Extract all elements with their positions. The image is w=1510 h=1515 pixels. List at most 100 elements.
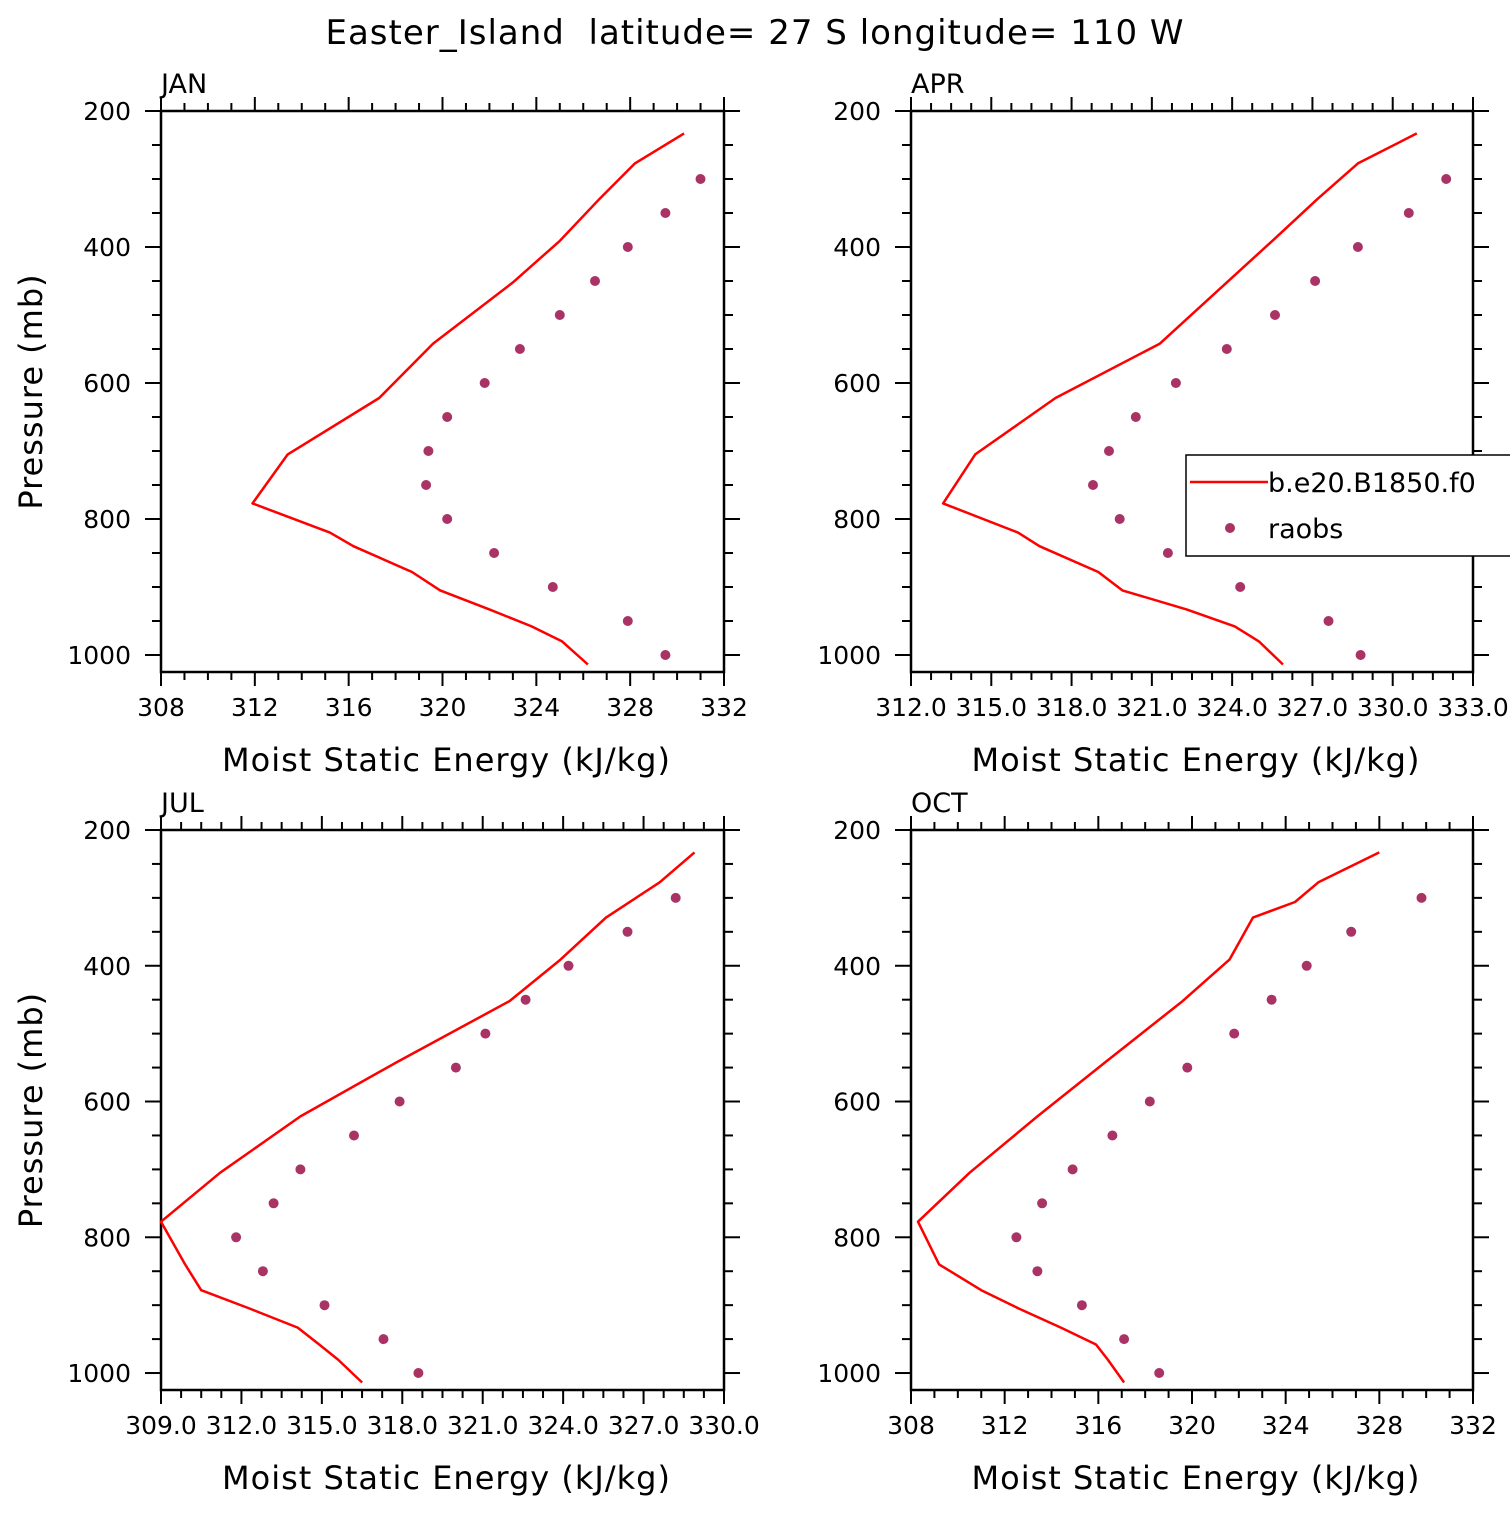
x-tick-label: 328 [606, 693, 654, 722]
x-tick-label: 321.0 [447, 1411, 519, 1440]
x-tick-label: 312 [231, 693, 279, 722]
legend-box [1185, 454, 1510, 557]
data-point-raobs [520, 994, 531, 1005]
series-line-model [941, 132, 1418, 666]
x-tick-label: 324.0 [527, 1411, 599, 1440]
data-point-raobs [622, 616, 633, 626]
y-tick-label: 400 [833, 233, 881, 262]
y-tick-label: 600 [83, 369, 131, 398]
data-point-raobs [1182, 1062, 1193, 1073]
data-point-raobs [257, 1266, 268, 1277]
y-axis-label: Pressure (mb) [12, 273, 50, 509]
x-tick-label: 315.0 [955, 693, 1027, 722]
data-point-raobs [1441, 174, 1452, 184]
data-point-raobs [563, 960, 574, 971]
data-point-raobs [489, 548, 500, 558]
y-tick-label: 1000 [67, 641, 131, 670]
y-tick-label: 800 [83, 505, 131, 534]
data-point-raobs [1119, 1334, 1130, 1345]
data-point-raobs [660, 650, 671, 660]
data-point-raobs [1355, 650, 1366, 660]
data-point-raobs [1162, 548, 1173, 558]
data-point-raobs [423, 446, 434, 456]
x-tick-label: 316 [1074, 1411, 1122, 1440]
data-point-raobs [295, 1164, 306, 1175]
data-point-raobs [1144, 1096, 1155, 1107]
data-point-raobs [1088, 480, 1098, 490]
data-point-raobs [442, 514, 453, 524]
x-axis-label: Moist Static Energy (kJ/kg) [972, 741, 1421, 779]
plot-frame [159, 109, 726, 674]
x-tick-label: 332 [700, 693, 748, 722]
y-tick-label: 1000 [67, 1359, 131, 1388]
x-tick-label: 320 [419, 693, 467, 722]
data-point-raobs [480, 1028, 491, 1039]
data-point-raobs [1170, 378, 1181, 388]
x-axis-label: Moist Static Energy (kJ/kg) [222, 1459, 671, 1497]
y-tick-label: 800 [83, 1223, 131, 1252]
x-tick-label: 312.0 [206, 1411, 278, 1440]
data-point-raobs [1130, 412, 1141, 422]
x-tick-label: 328 [1355, 1411, 1403, 1440]
data-point-raobs [1221, 344, 1232, 354]
panel-title: OCT [911, 788, 968, 819]
data-point-raobs [231, 1232, 242, 1243]
y-tick-label: 1000 [817, 641, 881, 670]
y-tick-label: 1000 [817, 1359, 881, 1388]
x-tick-label: 330.0 [1357, 693, 1429, 722]
x-tick-label: 321.0 [1116, 693, 1188, 722]
data-point-raobs [1270, 310, 1280, 320]
panel-title: JAN [159, 69, 207, 100]
panel-apr: APR 200 400 600 800 1000 312.0 315.0 318.0 321.0 3… [817, 69, 1508, 779]
legend-marker-swatch [1225, 523, 1235, 533]
data-point-raobs [1011, 1232, 1022, 1243]
x-tick-label: 320 [1168, 1411, 1216, 1440]
panel-title: JUL [159, 788, 204, 819]
plot-frame [909, 828, 1475, 1392]
x-tick-label: 318.0 [366, 1411, 438, 1440]
data-point-raobs [319, 1300, 330, 1311]
data-point-raobs [1403, 208, 1414, 218]
data-point-raobs [554, 310, 565, 320]
y-tick-label: 200 [833, 97, 881, 126]
x-axis-label: Moist Static Energy (kJ/kg) [222, 741, 671, 779]
data-point-raobs [1104, 446, 1114, 456]
y-axis-label: Pressure (mb) [12, 992, 50, 1228]
data-point-raobs [1229, 1028, 1240, 1039]
x-tick-label: 318.0 [1036, 693, 1108, 722]
data-point-raobs [442, 412, 453, 422]
y-tick-label: 400 [83, 952, 131, 981]
series-line-model [159, 851, 696, 1384]
x-tick-label: 332 [1449, 1411, 1497, 1440]
data-point-raobs [1416, 892, 1427, 903]
data-point-raobs [1114, 514, 1125, 524]
data-point-raobs [378, 1334, 389, 1345]
data-point-raobs [421, 480, 432, 490]
x-tick-label: 309.0 [125, 1411, 197, 1440]
legend-label-obs: raobs [1268, 514, 1343, 545]
x-tick-label: 312.0 [875, 693, 947, 722]
data-point-raobs [268, 1198, 279, 1209]
panel-jul: JUL 200 400 600 800 1000 309.0 312.0 315.0 318.0 3… [12, 788, 760, 1497]
legend: b.e20.B1850.f0 raobs [1185, 454, 1510, 557]
y-tick-label: 600 [833, 1088, 881, 1117]
legend-label-model: b.e20.B1850.f0 [1268, 468, 1476, 499]
data-point-raobs [1346, 926, 1357, 937]
data-point-raobs [1032, 1266, 1043, 1277]
data-point-raobs [1076, 1300, 1087, 1311]
data-point-raobs [1067, 1164, 1078, 1175]
data-point-raobs [1154, 1368, 1165, 1378]
y-tick-label: 800 [833, 1223, 881, 1252]
panel-title: APR [911, 69, 965, 100]
x-tick-label: 333.0 [1437, 693, 1509, 722]
data-point-raobs [1352, 242, 1363, 252]
x-tick-label: 308 [137, 693, 185, 722]
data-point-raobs [670, 892, 681, 903]
data-point-raobs [622, 926, 633, 937]
data-point-raobs [1310, 276, 1321, 286]
x-tick-label: 324 [1262, 1411, 1310, 1440]
